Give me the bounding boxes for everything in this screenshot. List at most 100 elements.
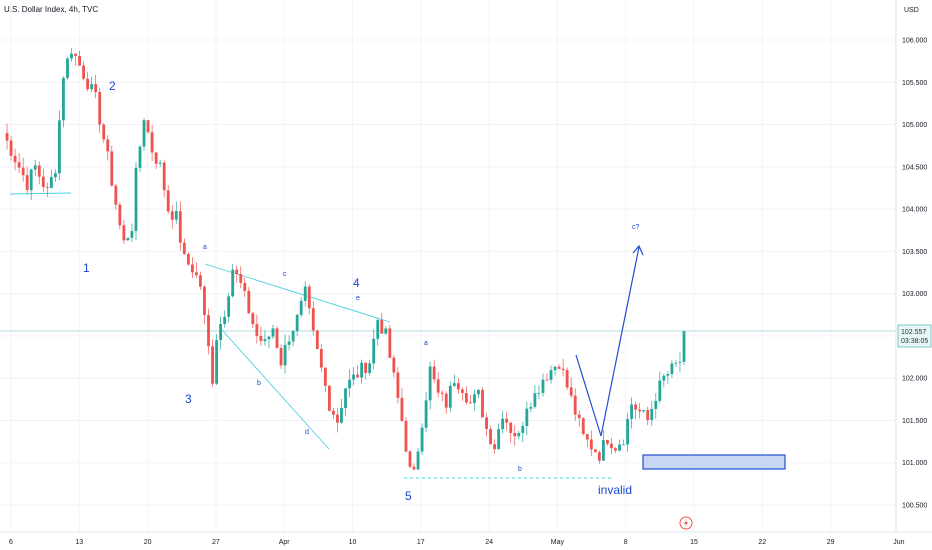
plot-area[interactable] [0, 0, 896, 532]
candle-body [174, 211, 178, 220]
candle-body [78, 55, 81, 66]
candle-body [94, 84, 98, 93]
candle-body [126, 237, 130, 241]
candle-body [259, 335, 263, 342]
time-tick-label: 27 [212, 539, 220, 546]
candle-body [45, 187, 49, 188]
candle-body [122, 225, 126, 241]
candle-body [537, 392, 541, 394]
candle-body [106, 139, 110, 152]
wave-label-c-2: c? [632, 224, 640, 231]
wave-label-4: 4 [353, 276, 360, 290]
wave-label-a-1: a [203, 244, 207, 251]
candle-body [372, 338, 376, 364]
candle-body [25, 175, 29, 191]
price-tick-label: 104.500 [902, 164, 927, 171]
candle-body [610, 443, 613, 449]
candle-body [557, 366, 561, 369]
candle-body [267, 336, 271, 340]
candle-body [493, 444, 497, 450]
candle-body [352, 374, 355, 380]
candle-body [182, 242, 186, 254]
candle-body [70, 53, 73, 59]
candle-body [593, 449, 597, 453]
candle-body [41, 176, 45, 188]
candle-countdown: 03:38:05 [901, 338, 928, 345]
candle-body [388, 328, 392, 358]
currency-label: USD [904, 7, 919, 14]
candle-body [529, 406, 533, 409]
candle-body [473, 394, 476, 403]
candle-body [436, 379, 440, 393]
price-tick-label: 102.000 [902, 376, 927, 383]
grid-lines [0, 0, 900, 532]
time-tick-label: 8 [624, 539, 628, 546]
candle-body [271, 328, 275, 337]
candle-body [344, 388, 347, 408]
trendline-wave1-support [9, 192, 72, 195]
price-tick-label: 103.000 [902, 291, 927, 298]
candle-body [255, 324, 259, 336]
candle-body [21, 167, 25, 176]
time-tick-label: 10 [349, 539, 357, 546]
candle-body [646, 410, 650, 421]
price-axis[interactable] [896, 0, 932, 532]
candlestick-series [5, 48, 686, 471]
candle-body [460, 389, 464, 394]
candle-body [448, 385, 452, 408]
candle-body [186, 253, 190, 265]
candle-body [53, 173, 57, 178]
candle-body [49, 177, 53, 188]
candle-body [618, 444, 621, 451]
candle-body [561, 368, 565, 371]
candle-body [509, 422, 513, 434]
candle-body [521, 425, 525, 433]
candle-body [279, 347, 283, 366]
candle-body [5, 133, 9, 141]
candle-body [130, 231, 134, 238]
candle-body [424, 400, 428, 428]
candle-body [283, 344, 287, 366]
time-tick-label: 22 [758, 539, 766, 546]
candle-body [62, 77, 65, 121]
last-price-tag [897, 324, 932, 348]
candle-body [37, 165, 41, 177]
time-axis[interactable] [0, 532, 932, 550]
projection-line-down [575, 354, 602, 437]
candle-body [428, 366, 432, 401]
time-tick-label: May [551, 539, 565, 546]
candle-body [380, 319, 384, 334]
candle-body [662, 375, 666, 381]
lightning-icon[interactable] [679, 516, 693, 530]
invalid-label: invalid [598, 483, 632, 497]
candle-body [497, 429, 501, 450]
candle-body [420, 427, 424, 452]
candle-body [162, 162, 166, 191]
candle-body [235, 269, 239, 274]
candle-body [150, 132, 154, 153]
candle-body [13, 155, 17, 163]
candle-body [178, 211, 182, 243]
candle-body [319, 349, 323, 368]
candle-body [384, 328, 388, 334]
price-tick-label: 101.000 [902, 460, 927, 467]
candle-body [517, 432, 521, 437]
wave-label-e: e [356, 295, 360, 302]
candle-body [275, 328, 279, 348]
candle-body [674, 362, 678, 364]
price-tick-label: 105.000 [902, 122, 927, 129]
price-tick-label: 100.500 [902, 503, 927, 510]
candle-body [82, 65, 86, 79]
candle-body [307, 286, 311, 309]
candle-body [678, 361, 682, 363]
candle-body [597, 452, 601, 461]
candle-body [601, 440, 605, 461]
candle-body [408, 451, 412, 467]
candle-body [348, 379, 351, 389]
candle-body [485, 417, 488, 430]
candle-body [404, 420, 408, 452]
target-zone-box [642, 454, 786, 470]
candle-body [452, 383, 456, 386]
candle-body [263, 339, 267, 342]
